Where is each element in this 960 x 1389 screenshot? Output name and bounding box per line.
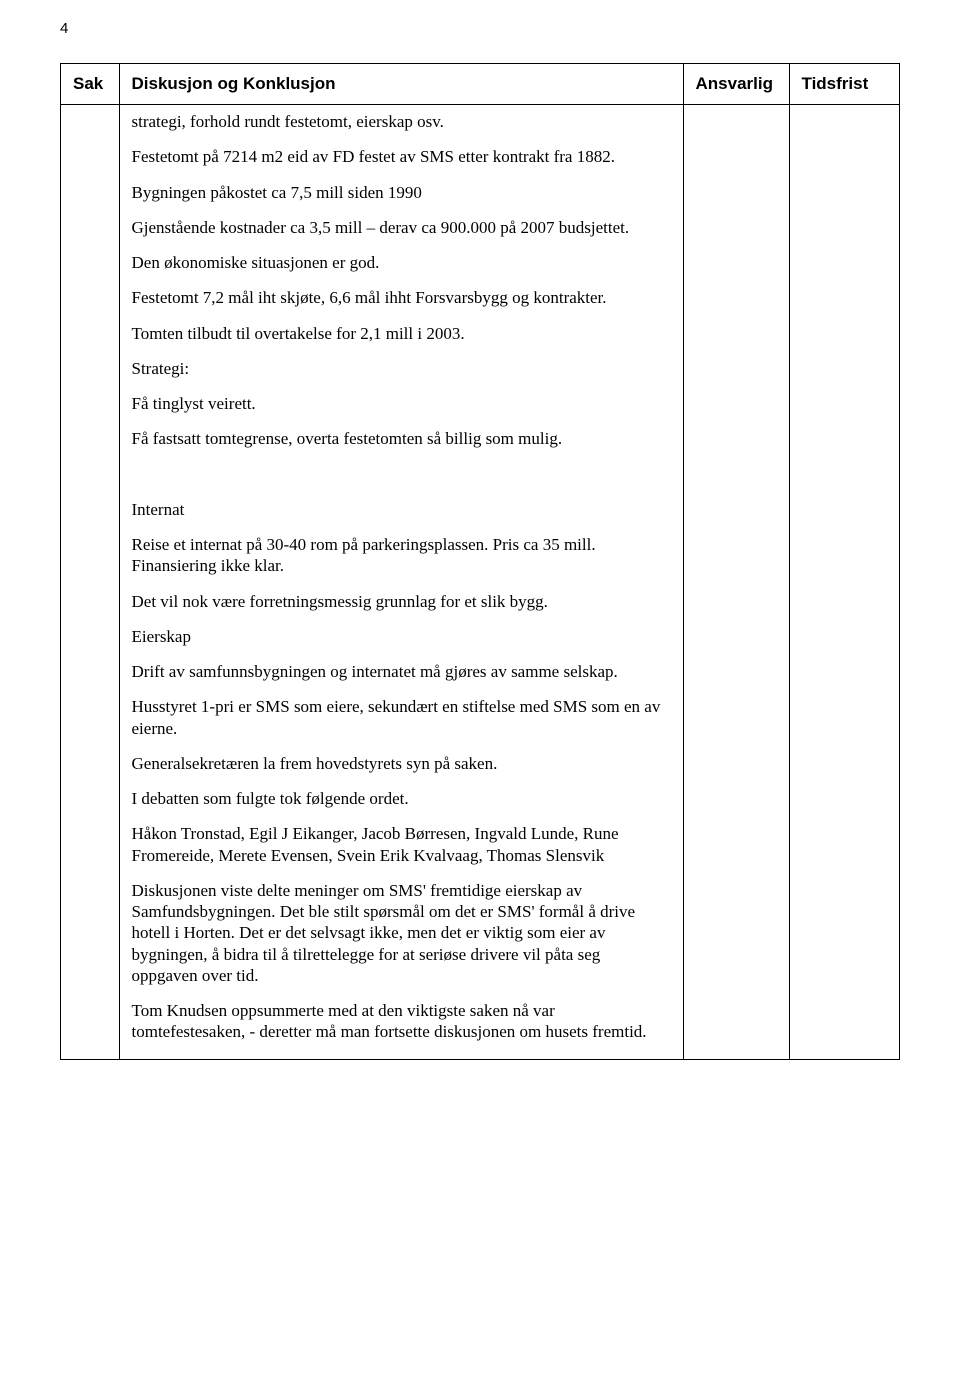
table-header-row: Sak Diskusjon og Konklusjon Ansvarlig Ti… bbox=[61, 64, 899, 105]
cell-diskusjon: strategi, forhold rundt festetomt, eiers… bbox=[119, 105, 683, 1059]
minutes-table: Sak Diskusjon og Konklusjon Ansvarlig Ti… bbox=[61, 64, 899, 1059]
paragraph: Drift av samfunnsbygningen og internatet… bbox=[132, 661, 671, 682]
paragraph: strategi, forhold rundt festetomt, eiers… bbox=[132, 111, 671, 132]
paragraph: Håkon Tronstad, Egil J Eikanger, Jacob B… bbox=[132, 823, 671, 866]
paragraph: Den økonomiske situasjonen er god. bbox=[132, 252, 671, 273]
paragraph: I debatten som fulgte tok følgende ordet… bbox=[132, 788, 671, 809]
paragraph: Reise et internat på 30-40 rom på parker… bbox=[132, 534, 671, 577]
col-header-sak: Sak bbox=[61, 64, 119, 105]
paragraph: Strategi: bbox=[132, 358, 671, 379]
cell-sak bbox=[61, 105, 119, 1059]
cell-ansvarlig bbox=[683, 105, 789, 1059]
paragraph: Festetomt på 7214 m2 eid av FD festet av… bbox=[132, 146, 671, 167]
page-number: 4 bbox=[60, 20, 900, 37]
paragraph: Få fastsatt tomtegrense, overta festetom… bbox=[132, 428, 671, 449]
col-header-ansvarlig: Ansvarlig bbox=[683, 64, 789, 105]
col-header-diskusjon: Diskusjon og Konklusjon bbox=[119, 64, 683, 105]
paragraph: Internat bbox=[132, 499, 671, 520]
paragraph: Diskusjonen viste delte meninger om SMS'… bbox=[132, 880, 671, 986]
col-header-tidsfrist: Tidsfrist bbox=[789, 64, 899, 105]
paragraph: Gjenstående kostnader ca 3,5 mill – dera… bbox=[132, 217, 671, 238]
paragraph-spacer bbox=[132, 464, 671, 485]
paragraph: Tom Knudsen oppsummerte med at den vikti… bbox=[132, 1000, 671, 1043]
table-row: strategi, forhold rundt festetomt, eiers… bbox=[61, 105, 899, 1059]
document-page: 4 Sak Diskusjon og Konklusjon Ansvarlig … bbox=[0, 0, 960, 1100]
cell-tidsfrist bbox=[789, 105, 899, 1059]
paragraph: Eierskap bbox=[132, 626, 671, 647]
paragraph: Festetomt 7,2 mål iht skjøte, 6,6 mål ih… bbox=[132, 287, 671, 308]
table-frame: Sak Diskusjon og Konklusjon Ansvarlig Ti… bbox=[60, 63, 900, 1060]
paragraph: Det vil nok være forretningsmessig grunn… bbox=[132, 591, 671, 612]
paragraph: Generalsekretæren la frem hovedstyrets s… bbox=[132, 753, 671, 774]
paragraph: Tomten tilbudt til overtakelse for 2,1 m… bbox=[132, 323, 671, 344]
paragraph: Få tinglyst veirett. bbox=[132, 393, 671, 414]
paragraph: Bygningen påkostet ca 7,5 mill siden 199… bbox=[132, 182, 671, 203]
paragraph: Husstyret 1-pri er SMS som eiere, sekund… bbox=[132, 696, 671, 739]
